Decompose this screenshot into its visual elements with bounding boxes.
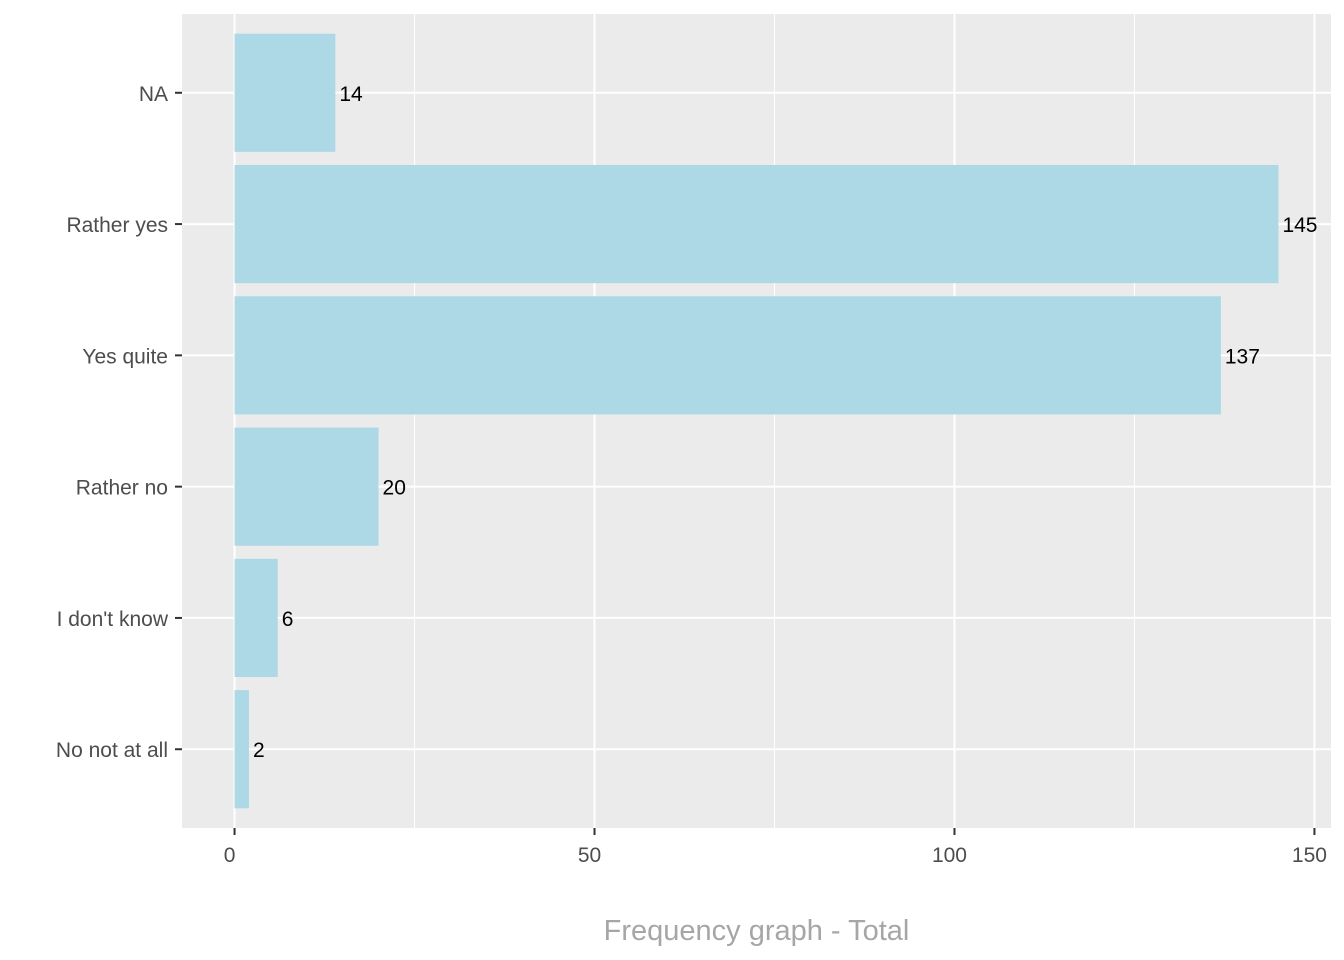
bar — [234, 427, 379, 546]
bar — [234, 296, 1221, 415]
minor-grid — [414, 14, 1135, 828]
x-tick-label: 100 — [932, 844, 967, 867]
x-axis-title: Frequency graph - Total — [604, 915, 910, 947]
y-tick-label: Yes quite — [82, 345, 168, 368]
x-tick-label: 50 — [578, 844, 601, 867]
bars — [234, 33, 1279, 809]
bar — [234, 33, 336, 152]
bar — [234, 690, 249, 809]
x-tick-label: 150 — [1292, 844, 1327, 867]
data-labels: 14 145 137 20 6 2 — [253, 83, 1318, 762]
bar — [234, 164, 1279, 284]
y-tick-label: I don't know — [57, 608, 169, 631]
data-label: 20 — [383, 477, 406, 500]
y-tick-label: No not at all — [56, 739, 168, 762]
bar — [234, 558, 278, 678]
data-label: 145 — [1282, 214, 1317, 237]
data-label: 2 — [253, 739, 265, 762]
data-label: 137 — [1225, 345, 1260, 368]
y-tick-label: Rather yes — [66, 214, 168, 237]
x-axis: 0 50 100 150 — [224, 828, 1327, 867]
plot-panel — [182, 14, 1331, 828]
y-tick-label: Rather no — [76, 477, 168, 500]
y-tick-label: NA — [139, 83, 168, 106]
data-label: 14 — [339, 83, 363, 106]
x-tick-label: 0 — [224, 844, 236, 867]
data-label: 6 — [282, 608, 294, 631]
y-axis: NA Rather yes Yes quite Rather no I don't kn… — [56, 83, 182, 762]
